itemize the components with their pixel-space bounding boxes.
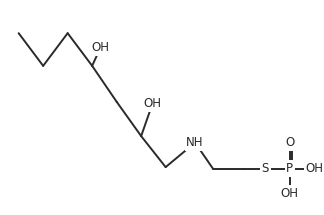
Text: S: S: [261, 162, 269, 175]
Text: P: P: [286, 162, 293, 175]
Text: NH: NH: [186, 136, 204, 149]
Text: O: O: [285, 136, 295, 149]
Text: OH: OH: [91, 41, 109, 54]
Text: OH: OH: [281, 187, 299, 200]
Text: OH: OH: [305, 162, 323, 175]
Text: OH: OH: [144, 97, 162, 110]
